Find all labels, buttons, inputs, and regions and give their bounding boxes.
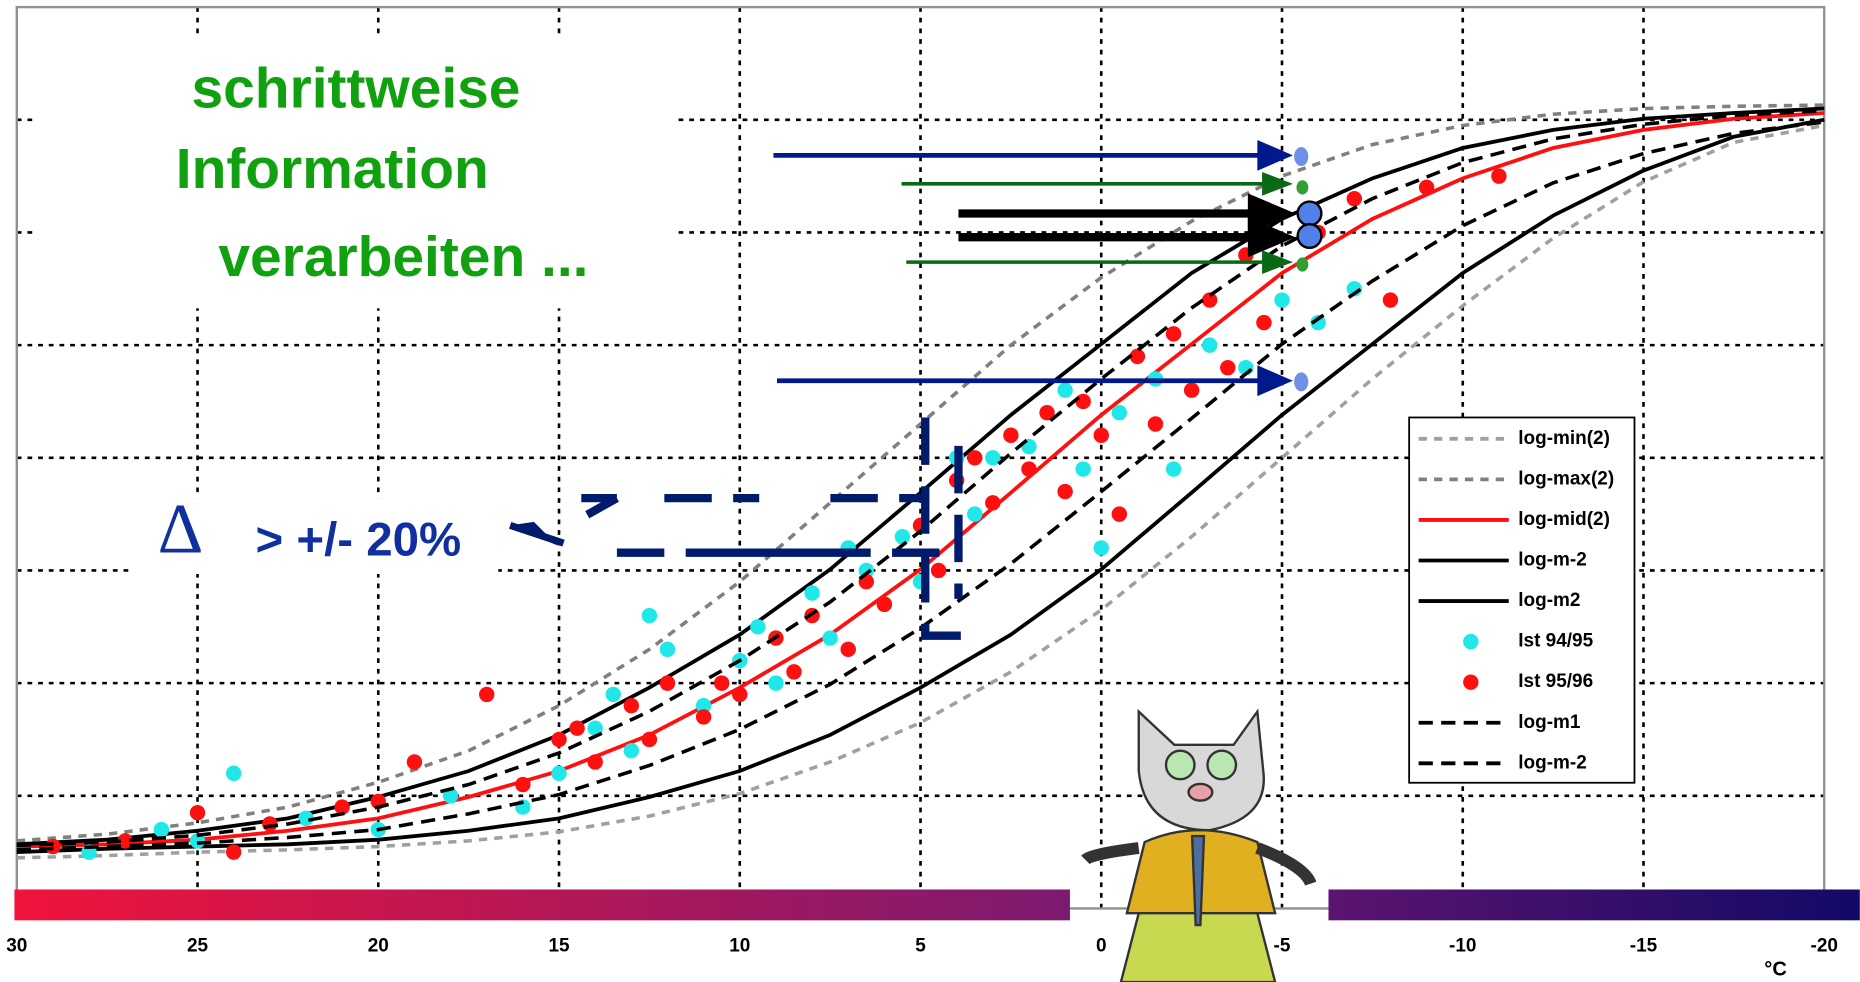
data-point — [1347, 191, 1362, 206]
data-point — [1148, 416, 1163, 431]
annotation: Δ — [158, 490, 204, 568]
annotation: Information — [176, 137, 489, 201]
data-point — [931, 563, 946, 578]
data-point — [804, 585, 819, 600]
x-tick-label: 10 — [729, 935, 750, 956]
data-point — [1094, 540, 1109, 555]
annotation: > +/- 20% — [256, 514, 462, 567]
data-point — [822, 630, 837, 645]
x-tick-label: -20 — [1811, 935, 1838, 956]
data-point — [1112, 506, 1127, 521]
page: schrittweise Information verarbeiten ... Δ >… — [0, 0, 1860, 982]
data-point — [1383, 292, 1398, 307]
data-point — [1075, 461, 1090, 476]
legend-label: log-mid(2) — [1518, 509, 1610, 530]
legend-label: Ist 95/96 — [1518, 671, 1593, 692]
x-tick-label: -5 — [1274, 935, 1291, 956]
data-point — [1256, 315, 1271, 330]
x-tick-label: 25 — [187, 935, 209, 956]
data-point — [642, 608, 657, 623]
legend-label: log-m1 — [1518, 712, 1581, 733]
data-point — [841, 642, 856, 657]
legend-label: log-min(2) — [1518, 428, 1610, 449]
data-point — [1491, 168, 1506, 183]
legend-label: log-m-2 — [1518, 550, 1587, 571]
data-point — [660, 642, 675, 657]
x-axis-label: °C — [1764, 958, 1787, 980]
data-point — [624, 743, 639, 758]
legend-label: log-max(2) — [1518, 468, 1614, 489]
data-point — [895, 529, 910, 544]
data-point — [624, 698, 639, 713]
data-point — [45, 839, 60, 854]
legend-label: Ist 94/95 — [1518, 631, 1593, 652]
data-point — [1003, 428, 1018, 443]
temperature-bar — [1328, 889, 1859, 920]
data-point — [190, 805, 205, 820]
data-point — [985, 495, 1000, 510]
data-point — [551, 732, 566, 747]
data-point — [551, 766, 566, 781]
chart: schrittweise Information verarbeiten ... Δ >… — [0, 0, 1860, 982]
x-tick-label: 15 — [548, 935, 570, 956]
data-point — [1166, 326, 1181, 341]
data-point — [732, 687, 747, 702]
legend: log-min(2) log-max(2) log-mid(2) log-m-2 log… — [1409, 417, 1634, 782]
legend-label: log-m-2 — [1518, 752, 1587, 773]
data-point — [696, 709, 711, 724]
x-tick-label: 30 — [6, 935, 27, 956]
data-point — [1166, 461, 1181, 476]
data-point — [1112, 405, 1127, 420]
data-point — [1220, 360, 1235, 375]
x-tick-label: 5 — [915, 935, 926, 956]
data-point — [768, 675, 783, 690]
data-point — [786, 664, 801, 679]
legend-label: log-m2 — [1518, 590, 1580, 611]
data-point — [606, 687, 621, 702]
annotation: verarbeiten ... — [218, 225, 588, 289]
x-tick-label: 0 — [1096, 935, 1107, 956]
data-point — [877, 597, 892, 612]
data-point — [569, 720, 584, 735]
data-point — [479, 687, 494, 702]
data-point — [226, 844, 241, 859]
data-point — [642, 732, 657, 747]
data-point — [1184, 382, 1199, 397]
data-point — [1202, 337, 1217, 352]
data-point — [1419, 180, 1434, 195]
data-point — [587, 754, 602, 769]
data-point — [154, 822, 169, 837]
data-point — [714, 675, 729, 690]
temperature-bar — [14, 889, 1070, 920]
data-point — [515, 777, 530, 792]
data-point — [1094, 428, 1109, 443]
data-point — [407, 754, 422, 769]
data-point — [1274, 292, 1289, 307]
legend-swatch — [1463, 674, 1478, 689]
data-point — [1057, 484, 1072, 499]
data-point — [750, 619, 765, 634]
data-point — [226, 766, 241, 781]
data-point — [660, 675, 675, 690]
data-point — [967, 506, 982, 521]
x-tick-label: -10 — [1449, 935, 1476, 956]
data-point — [1021, 461, 1036, 476]
x-tick-label: -15 — [1630, 935, 1658, 956]
annotation: schrittweise — [192, 57, 521, 121]
legend-swatch — [1463, 634, 1478, 649]
data-point — [1057, 382, 1072, 397]
x-tick-label: 20 — [368, 935, 389, 956]
data-point — [967, 450, 982, 465]
